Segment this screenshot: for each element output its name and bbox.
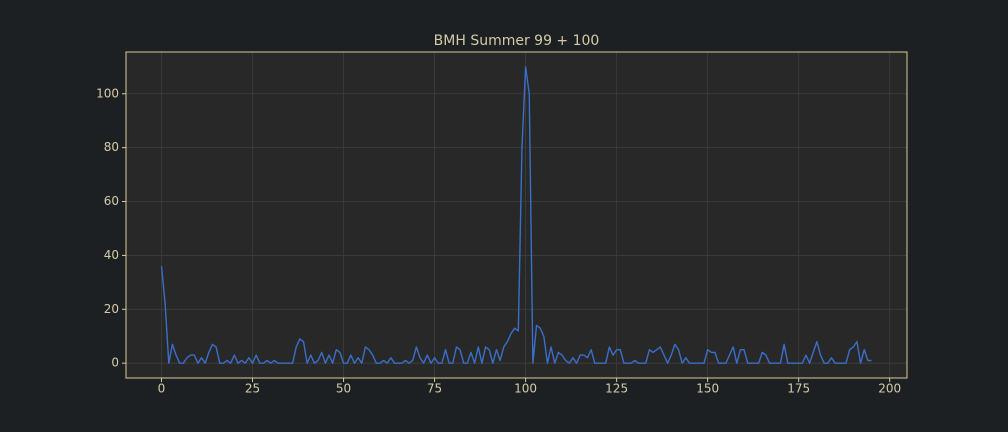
- y-tick-label: 80: [104, 140, 119, 154]
- x-tick-label: 25: [245, 382, 260, 396]
- x-tick-label: 175: [787, 382, 810, 396]
- x-tick-label: 150: [696, 382, 719, 396]
- grid: [126, 52, 907, 378]
- y-tick-label: 100: [96, 86, 119, 100]
- line-series: [160, 66, 872, 364]
- x-tick-label: 200: [878, 382, 901, 396]
- chart-title: BMH Summer 99 + 100: [434, 33, 600, 49]
- marks: [160, 66, 872, 364]
- y-tick-label: 60: [104, 194, 119, 208]
- x-tick-label: 0: [158, 382, 166, 396]
- y-tick-label: 40: [104, 248, 119, 262]
- x-tick-label: 100: [514, 382, 537, 396]
- x-tick-label: 75: [427, 382, 442, 396]
- y-tick-label: 20: [104, 302, 119, 316]
- x-tick-label: 50: [336, 382, 351, 396]
- x-tick-label: 125: [605, 382, 628, 396]
- plot-area: [126, 52, 907, 378]
- y-tick-label: 0: [111, 356, 119, 370]
- plot-frame: [125, 51, 908, 379]
